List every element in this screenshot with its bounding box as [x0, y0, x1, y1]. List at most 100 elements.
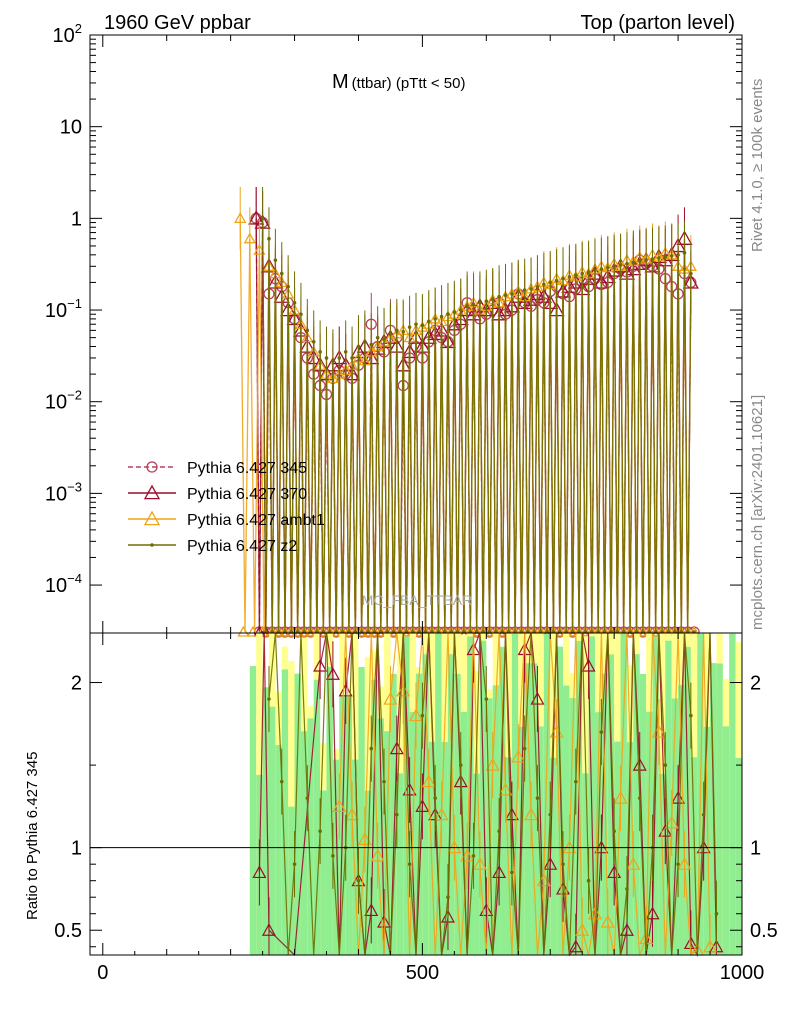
data-point	[689, 271, 693, 276]
data-point	[676, 253, 680, 257]
data-point	[260, 216, 265, 221]
uncertainty-band-inner	[511, 633, 519, 955]
main-y-tick-label: 10−4	[45, 571, 82, 597]
uncertainty-band-inner	[505, 757, 512, 955]
data-point	[554, 278, 559, 283]
data-point	[490, 297, 495, 302]
uncertainty-band-inner	[614, 741, 621, 955]
data-point	[369, 342, 374, 347]
ratio-data-point	[364, 903, 379, 917]
uncertainty-band-inner	[735, 757, 742, 955]
data-point	[433, 317, 437, 321]
ratio-data-point	[433, 796, 437, 800]
data-point	[253, 243, 266, 255]
uncertainty-band-inner	[249, 666, 257, 955]
data-point	[483, 625, 496, 637]
main-y-tick-exponent: −2	[67, 388, 82, 403]
ratio-data-point	[389, 741, 404, 755]
x-tick-label: 0	[97, 962, 108, 984]
uncertainty-band-inner	[275, 745, 282, 955]
uncertainty-band-inner	[358, 666, 365, 955]
data-point	[279, 271, 284, 276]
uncertainty-band-inner	[499, 646, 506, 955]
ratio-y-axis: 0.5 0.5 1 1 2 2	[54, 673, 778, 948]
data-point	[237, 625, 250, 637]
data-point	[278, 625, 292, 637]
data-point	[586, 270, 591, 274]
data-point	[637, 259, 642, 264]
data-point	[311, 340, 316, 344]
data-point	[649, 625, 662, 637]
uncertainty-band-inner	[454, 673, 461, 955]
data-point	[446, 312, 450, 317]
ratio-data-point	[318, 829, 322, 833]
data-point	[361, 625, 375, 637]
uncertainty-band-inner	[262, 687, 269, 955]
data-point	[471, 302, 476, 307]
ratio-data-point	[383, 691, 398, 705]
data-point	[458, 308, 463, 312]
ratio-panel: 0.5 0.5 1 1 2 2 0 500 1000 Ratio to Pythia 6.42…	[24, 632, 778, 984]
data-point	[401, 329, 406, 334]
data-point	[612, 264, 616, 269]
ratio-data-point	[369, 746, 374, 751]
data-point	[317, 625, 330, 637]
uncertainty-band-inner	[345, 696, 353, 955]
data-point	[497, 294, 501, 299]
ratio-data-point	[279, 779, 284, 784]
data-point	[510, 292, 514, 296]
data-point	[624, 625, 637, 637]
uncertainty-band-inner	[556, 646, 564, 955]
ratio-data-point	[446, 895, 450, 900]
ratio-data-point	[472, 856, 487, 870]
ratio-data-point	[331, 854, 335, 858]
ratio-data-point	[575, 922, 590, 936]
uncertainty-band-inner	[294, 673, 301, 955]
ratio-data-point	[402, 782, 417, 796]
data-point	[272, 625, 285, 637]
ratio-data-point	[485, 757, 500, 771]
data-point	[285, 625, 298, 637]
ratio-data-point	[676, 862, 680, 866]
uncertainty-band-inner	[460, 711, 468, 955]
data-point	[286, 284, 290, 289]
ratio-data-point	[408, 708, 424, 722]
ratio-data-point	[530, 691, 545, 705]
data-point	[625, 261, 629, 266]
data-point	[337, 356, 342, 360]
ratio-data-point	[492, 865, 507, 879]
uncertainty-band-inner	[722, 726, 730, 955]
main-y-tick-label: 1	[71, 208, 82, 230]
data-point	[414, 322, 418, 327]
ratio-data-point	[568, 939, 583, 953]
uncertainty-band-inner	[531, 663, 538, 955]
uncertainty-band-inner	[524, 663, 532, 955]
ratio-y-tick-label-right: 0.5	[750, 920, 778, 942]
uncertainty-band-inner	[288, 806, 295, 955]
data-point	[561, 276, 565, 281]
header-left: 1960 GeV ppbar	[104, 12, 251, 34]
data-point	[420, 323, 425, 328]
ratio-data-point	[510, 870, 514, 875]
data-point	[299, 312, 303, 317]
uncertainty-band-inner	[601, 673, 608, 955]
uncertainty-band-inner	[403, 636, 410, 955]
uncertainty-band-inner	[703, 726, 711, 955]
ratio-data-point	[396, 683, 411, 697]
ratio-y-tick-label-right: 2	[750, 673, 761, 695]
data-point	[503, 293, 508, 298]
uncertainty-band-inner	[492, 685, 500, 955]
ratio-data-point	[581, 658, 596, 672]
ratio-data-point	[600, 914, 615, 928]
uncertainty-band-inner	[268, 706, 276, 955]
ratio-data-point	[586, 878, 591, 883]
uncertainty-band-inner	[326, 666, 333, 955]
uncertainty-band-inner	[332, 759, 340, 955]
data-point	[593, 268, 597, 273]
x-tick-label: 500	[406, 962, 439, 984]
data-point	[368, 625, 381, 637]
data-point	[304, 625, 317, 637]
uncertainty-band-inner	[550, 757, 557, 955]
data-point	[356, 344, 361, 349]
data-point	[407, 325, 412, 329]
